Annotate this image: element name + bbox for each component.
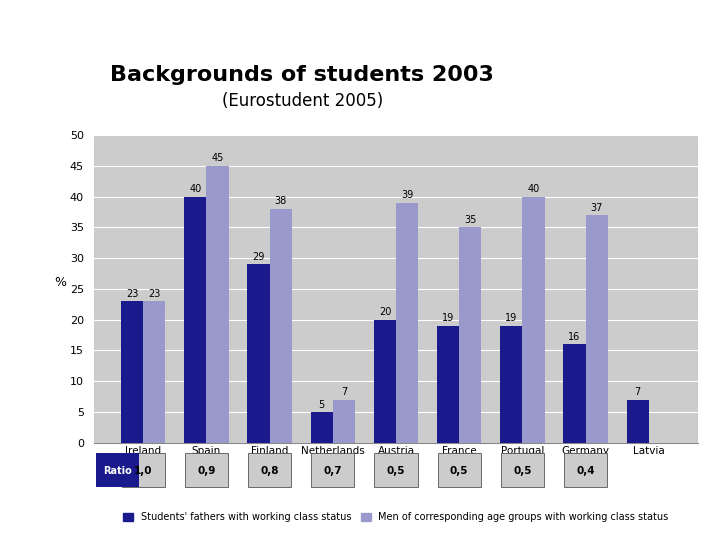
FancyBboxPatch shape [500,453,544,487]
Text: 0,5: 0,5 [387,465,405,476]
Text: 0,5: 0,5 [450,465,469,476]
Bar [374,320,396,443]
Text: 16: 16 [568,332,580,342]
Text: 39: 39 [401,190,413,200]
Text: 0,7: 0,7 [323,465,342,476]
Text: 20: 20 [379,307,391,317]
Text: 0,9: 0,9 [197,465,215,476]
FancyBboxPatch shape [96,453,139,487]
Text: Backgrounds of students 2003: Backgrounds of students 2003 [110,65,495,85]
FancyBboxPatch shape [311,453,354,487]
Legend: Students' fathers with working class status, Men of corresponding age groups wit: Students' fathers with working class sta… [121,510,671,524]
Bar [207,166,228,443]
Bar [564,345,585,443]
Y-axis label: %: % [54,276,66,289]
Text: 1,0: 1,0 [134,465,153,476]
Text: 0,4: 0,4 [576,465,595,476]
Text: 7: 7 [634,387,641,397]
FancyBboxPatch shape [185,453,228,487]
Bar [333,400,355,443]
FancyBboxPatch shape [438,453,481,487]
Text: 29: 29 [252,252,265,262]
FancyBboxPatch shape [374,453,418,487]
Text: 37: 37 [590,202,603,213]
Text: 7: 7 [341,387,347,397]
Bar [311,412,333,443]
Text: 5: 5 [319,400,325,409]
FancyBboxPatch shape [564,453,607,487]
Bar [626,400,649,443]
Bar [523,197,544,443]
Bar [269,209,292,443]
Text: 19: 19 [442,313,454,323]
Text: 23: 23 [148,289,161,299]
Text: 23: 23 [126,289,138,299]
Bar [437,326,459,443]
Text: (Eurostudent 2005): (Eurostudent 2005) [222,92,383,110]
Text: 35: 35 [464,215,477,225]
Bar [396,202,418,443]
Text: 38: 38 [274,197,287,206]
Bar [121,301,143,443]
Text: 40: 40 [189,184,202,194]
Bar [143,301,166,443]
Bar [248,264,269,443]
FancyBboxPatch shape [122,453,165,487]
Text: Ratio: Ratio [103,465,132,476]
Text: 0,5: 0,5 [513,465,531,476]
Text: 40: 40 [527,184,539,194]
Text: 19: 19 [505,313,518,323]
Text: 45: 45 [211,153,224,163]
Text: 0,8: 0,8 [261,465,279,476]
Bar [585,215,608,443]
Bar [500,326,523,443]
Bar [459,227,481,443]
FancyBboxPatch shape [248,453,292,487]
Bar [184,197,207,443]
